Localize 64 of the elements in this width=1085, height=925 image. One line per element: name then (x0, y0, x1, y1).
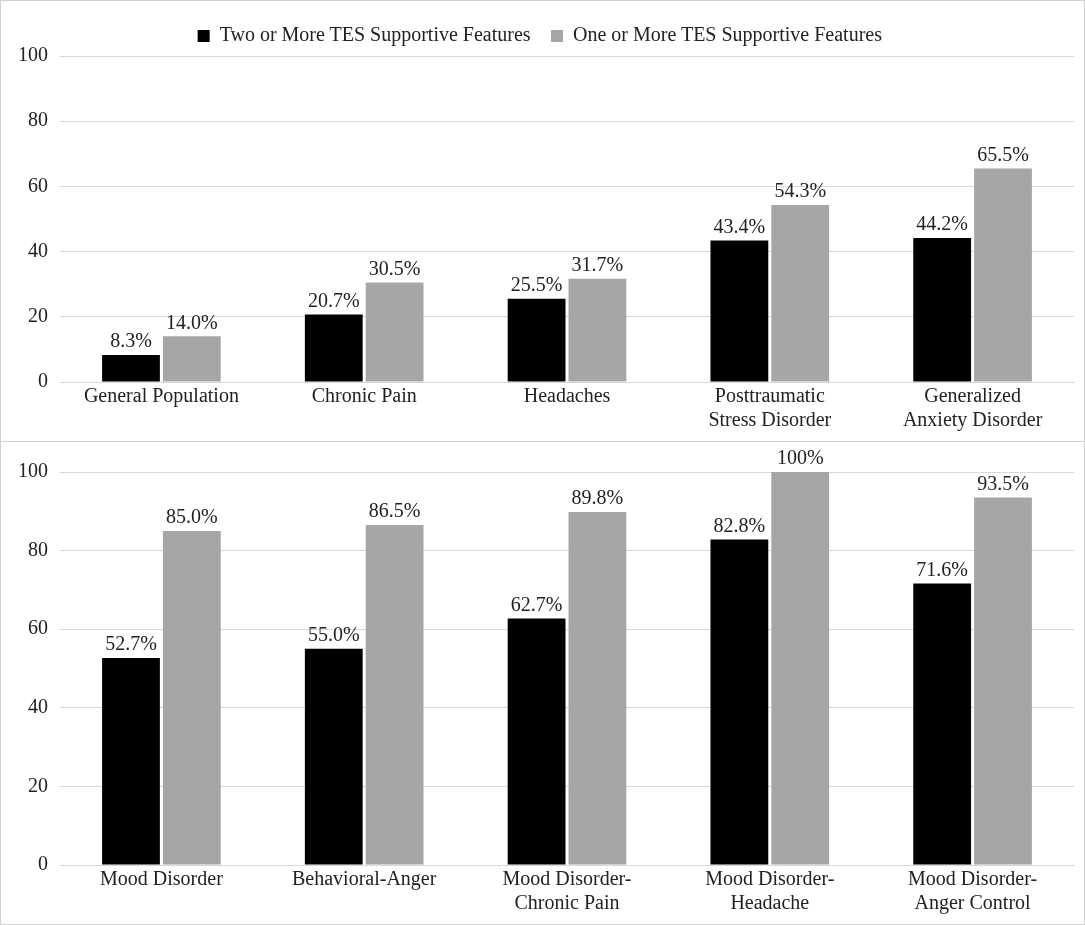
bar (913, 237, 972, 382)
bar (102, 657, 160, 865)
data-label: 89.8% (571, 486, 624, 509)
y-tick-label: 80 (28, 537, 48, 560)
data-label: 20.7% (307, 288, 360, 311)
data-label: 62.7% (510, 592, 563, 615)
y-tick-label: 100 (18, 459, 48, 482)
data-label: 54.3% (774, 179, 827, 202)
bar (974, 497, 1032, 865)
data-label: 52.7% (105, 632, 157, 655)
y-tick-label: 40 (28, 238, 48, 261)
y-tick-label: 60 (28, 173, 48, 196)
y-tick-label: 60 (28, 616, 48, 639)
data-label: 85.0% (165, 505, 218, 528)
bar (365, 525, 424, 865)
x-tick-label: Mood Disorder-Anger Control (908, 867, 1038, 915)
y-tick-label: 20 (28, 304, 48, 327)
legend-label: One or More TES Supportive Features (572, 23, 883, 47)
data-label: 31.7% (571, 252, 624, 275)
x-tick-label: Mood Disorder-Chronic Pain (502, 867, 632, 914)
y-tick-label: 80 (28, 108, 48, 131)
x-tick-label: Chronic Pain (311, 384, 417, 407)
data-label: 71.6% (916, 557, 969, 580)
x-tick-label: Mood Disorder-Headache (705, 867, 835, 914)
data-label: 14.0% (165, 310, 218, 333)
x-tick-label: Headaches (523, 384, 611, 407)
bar (568, 278, 627, 382)
y-tick-label: 40 (28, 695, 48, 718)
bar (771, 472, 830, 865)
legend-label: Two or More TES Supportive Features (219, 23, 531, 47)
bar (162, 336, 221, 382)
bar (771, 204, 830, 382)
bar (710, 240, 769, 382)
data-label: 100% (776, 446, 824, 469)
y-tick-label: 0 (38, 369, 48, 392)
bar (710, 539, 769, 865)
data-label: 65.5% (977, 142, 1029, 165)
x-tick-label: Behavioral-Anger (292, 867, 437, 891)
bar (365, 282, 424, 382)
data-label: 86.5% (368, 499, 421, 522)
x-tick-label: Posttraumatic Stress Disorder (708, 384, 832, 431)
bar (507, 298, 566, 382)
data-label: 82.8% (713, 513, 766, 536)
y-tick-label: 100 (18, 43, 48, 66)
bar (162, 530, 221, 865)
bar (304, 314, 363, 382)
data-label: 93.5% (977, 471, 1029, 494)
bar (568, 512, 627, 865)
data-label: 30.5% (368, 256, 421, 279)
bar (913, 583, 972, 865)
x-tick-label: Generalized Anxiety Disorder (902, 384, 1043, 432)
data-label: 55.0% (307, 623, 360, 646)
data-label: 8.3% (110, 329, 152, 352)
y-tick-label: 0 (38, 852, 48, 875)
data-label: 44.2% (916, 212, 969, 235)
data-label: 43.4% (713, 214, 766, 237)
data-label: 25.5% (510, 273, 563, 296)
x-tick-label: Mood Disorder (100, 867, 224, 890)
bar (304, 648, 363, 865)
y-tick-label: 20 (28, 773, 48, 796)
bar (974, 168, 1032, 382)
bar (102, 354, 160, 382)
bar (507, 618, 566, 865)
x-tick-label: General Population (83, 384, 239, 408)
